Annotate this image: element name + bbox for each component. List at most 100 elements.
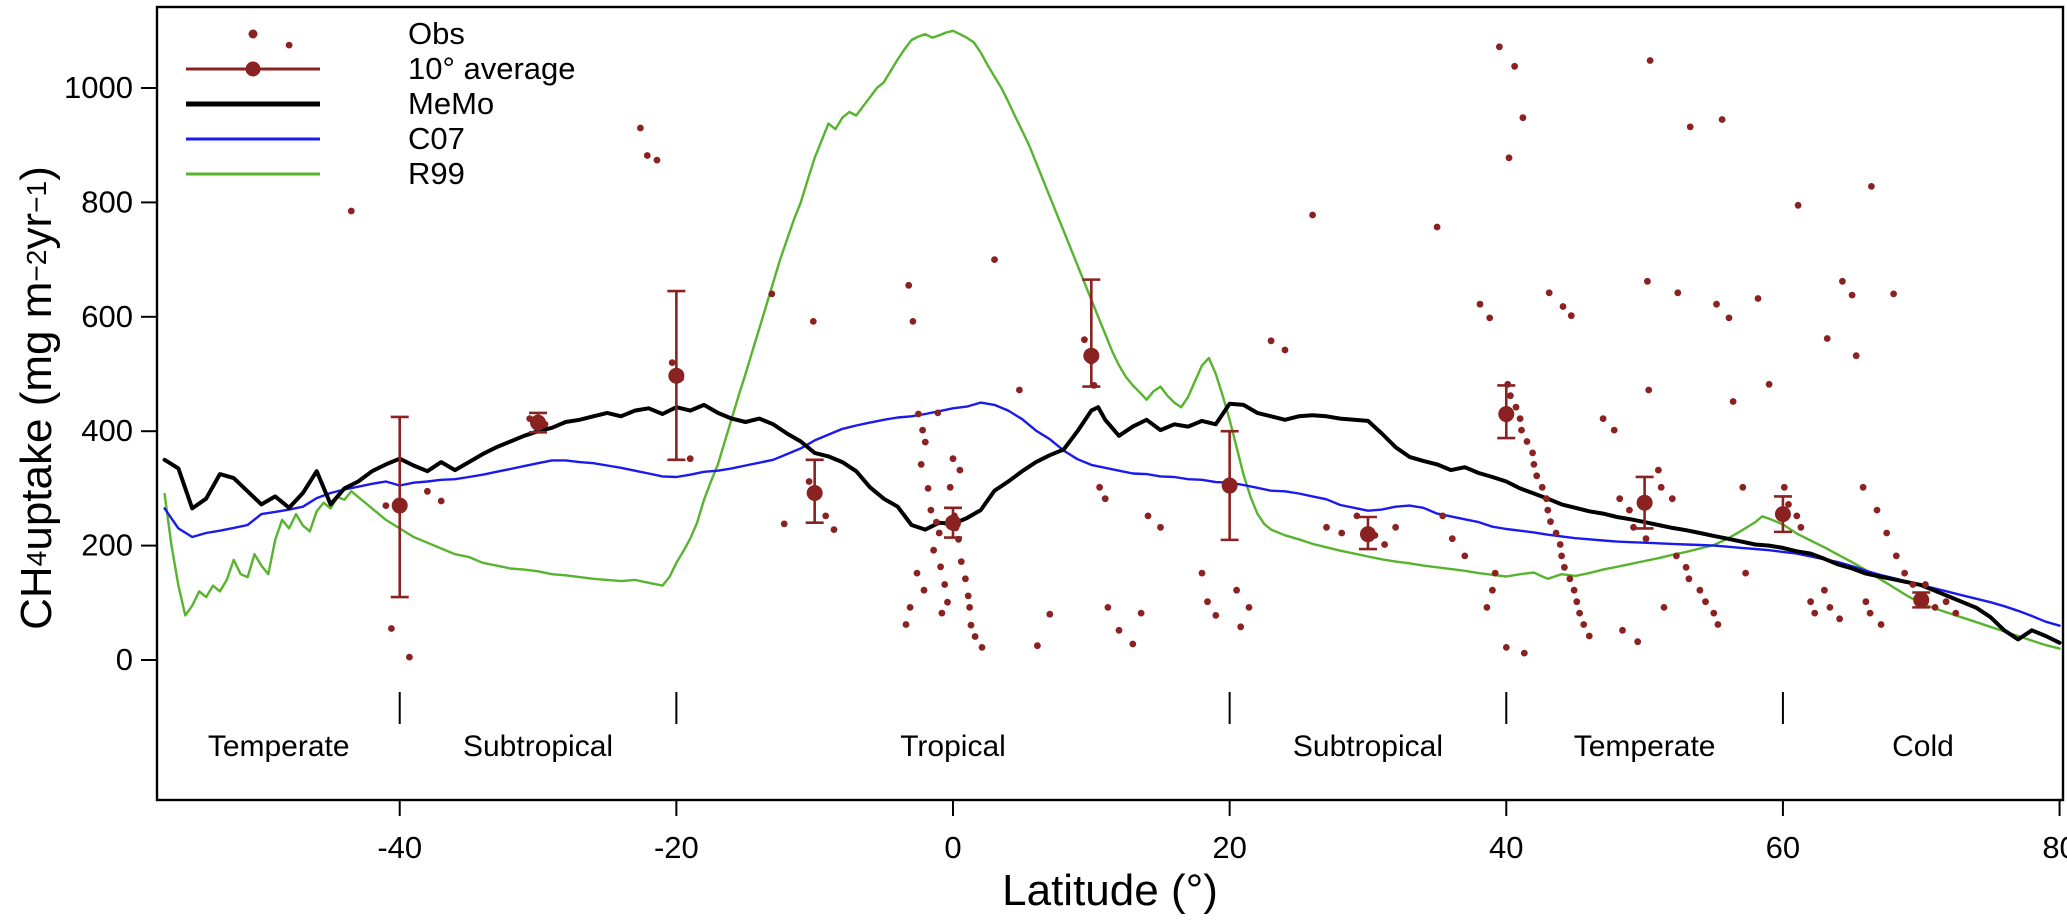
average-point: [391, 497, 408, 514]
average-point: [945, 514, 961, 531]
obs-point: [1561, 563, 1568, 571]
obs-point: [1529, 449, 1536, 457]
obs-point: [653, 156, 661, 164]
obs-point: [902, 621, 910, 628]
obs-point: [1852, 352, 1860, 360]
x-tick-label: -40: [377, 830, 422, 865]
legend-c07-line: [186, 137, 320, 140]
y-tick-label: 1000: [64, 70, 133, 105]
obs-point: [1794, 201, 1802, 209]
legend-memo-line: [186, 101, 320, 106]
obs-point: [1626, 506, 1633, 514]
obs-point: [1486, 314, 1494, 322]
obs-point: [668, 359, 676, 366]
obs-point: [1890, 290, 1897, 298]
obs-point: [1710, 609, 1718, 617]
obs-point: [913, 569, 921, 577]
obs-point: [1204, 598, 1211, 606]
legend-item-average: 10° average: [186, 51, 576, 86]
obs-point: [1839, 277, 1846, 285]
obs-point: [1674, 289, 1682, 297]
obs-point: [1848, 291, 1856, 299]
average-point: [1359, 526, 1376, 543]
y-axis-title-text: CH: [12, 566, 61, 630]
obs-point: [1439, 512, 1447, 520]
obs-point: [917, 461, 925, 468]
zone-label: Tropical: [900, 730, 1006, 763]
obs-point: [424, 487, 431, 495]
obs-point: [1742, 569, 1749, 577]
obs-point: [1610, 426, 1618, 434]
y-axis-title-superscript: −1: [21, 180, 52, 213]
obs-point: [934, 409, 942, 417]
obs-point: [1585, 632, 1593, 640]
obs-point: [1483, 604, 1491, 611]
obs-point: [1516, 415, 1524, 422]
legend-item-memo: MeMo: [186, 86, 576, 121]
x-tick-label: 0: [944, 830, 961, 865]
legend-label-r99: R99: [408, 155, 465, 191]
legend-item-r99: R99: [186, 156, 576, 191]
obs-point: [906, 604, 914, 611]
obs-point: [1657, 483, 1665, 491]
obs-point: [1559, 303, 1567, 310]
legend-label-average: 10° average: [408, 50, 576, 86]
obs-point: [1644, 277, 1651, 285]
obs-point: [686, 455, 694, 463]
obs-point: [1931, 604, 1939, 611]
obs-point: [1034, 642, 1041, 650]
obs-point: [1448, 535, 1456, 543]
zone-label: Temperate: [208, 730, 350, 763]
obs-point: [406, 653, 413, 661]
obs-point: [957, 558, 965, 565]
average-point: [1774, 506, 1791, 523]
obs-point: [1505, 154, 1513, 162]
obs-point: [1523, 438, 1531, 445]
obs-point: [1616, 495, 1624, 503]
c07-symbol: [186, 121, 320, 156]
obs-point: [1821, 586, 1828, 594]
average-point: [1636, 494, 1653, 511]
obs-point: [1556, 541, 1564, 548]
average-point: [1221, 477, 1238, 494]
y-axis-title-superscript: −2: [21, 249, 52, 282]
obs-point: [1873, 506, 1881, 514]
average-point: [1913, 591, 1930, 608]
obs-point: [1267, 337, 1275, 345]
obs-point: [1137, 609, 1145, 617]
obs-point: [1952, 609, 1960, 617]
y-tick-label: 0: [116, 642, 133, 677]
obs-point: [1016, 386, 1023, 394]
y-axis-title-subscript: 4: [21, 550, 52, 567]
obs-point: [1489, 586, 1496, 594]
obs-point: [1101, 495, 1109, 503]
obs-point: [437, 497, 445, 505]
obs-point: [1543, 495, 1550, 503]
obs-point: [1634, 638, 1642, 646]
obs-point: [809, 318, 817, 325]
obs-point: [919, 426, 926, 434]
obs-point: [946, 483, 954, 491]
obs-point: [938, 609, 946, 617]
obs-point: [1580, 621, 1588, 628]
obs-point: [1518, 426, 1525, 434]
y-tick-label: 600: [81, 299, 133, 334]
y-axis-title: CH 4 uptake (mg m −2 yr −1): [5, 8, 69, 788]
average-point: [1083, 347, 1100, 364]
obs-point: [1713, 300, 1720, 308]
obs-point: [1739, 483, 1747, 491]
obs-point: [1811, 609, 1819, 617]
obs-point: [637, 124, 644, 132]
obs-point: [1237, 623, 1245, 631]
obs-point: [1826, 604, 1834, 611]
obs-point: [1129, 640, 1137, 648]
obs-point: [978, 644, 986, 651]
obs-point: [1496, 43, 1503, 51]
obs-point: [388, 625, 395, 632]
average-point: [1498, 406, 1515, 423]
obs-point: [347, 207, 355, 215]
x-tick-label: 60: [1766, 830, 1800, 865]
obs-point: [1901, 569, 1908, 577]
y-axis-title-text: yr: [12, 212, 61, 250]
